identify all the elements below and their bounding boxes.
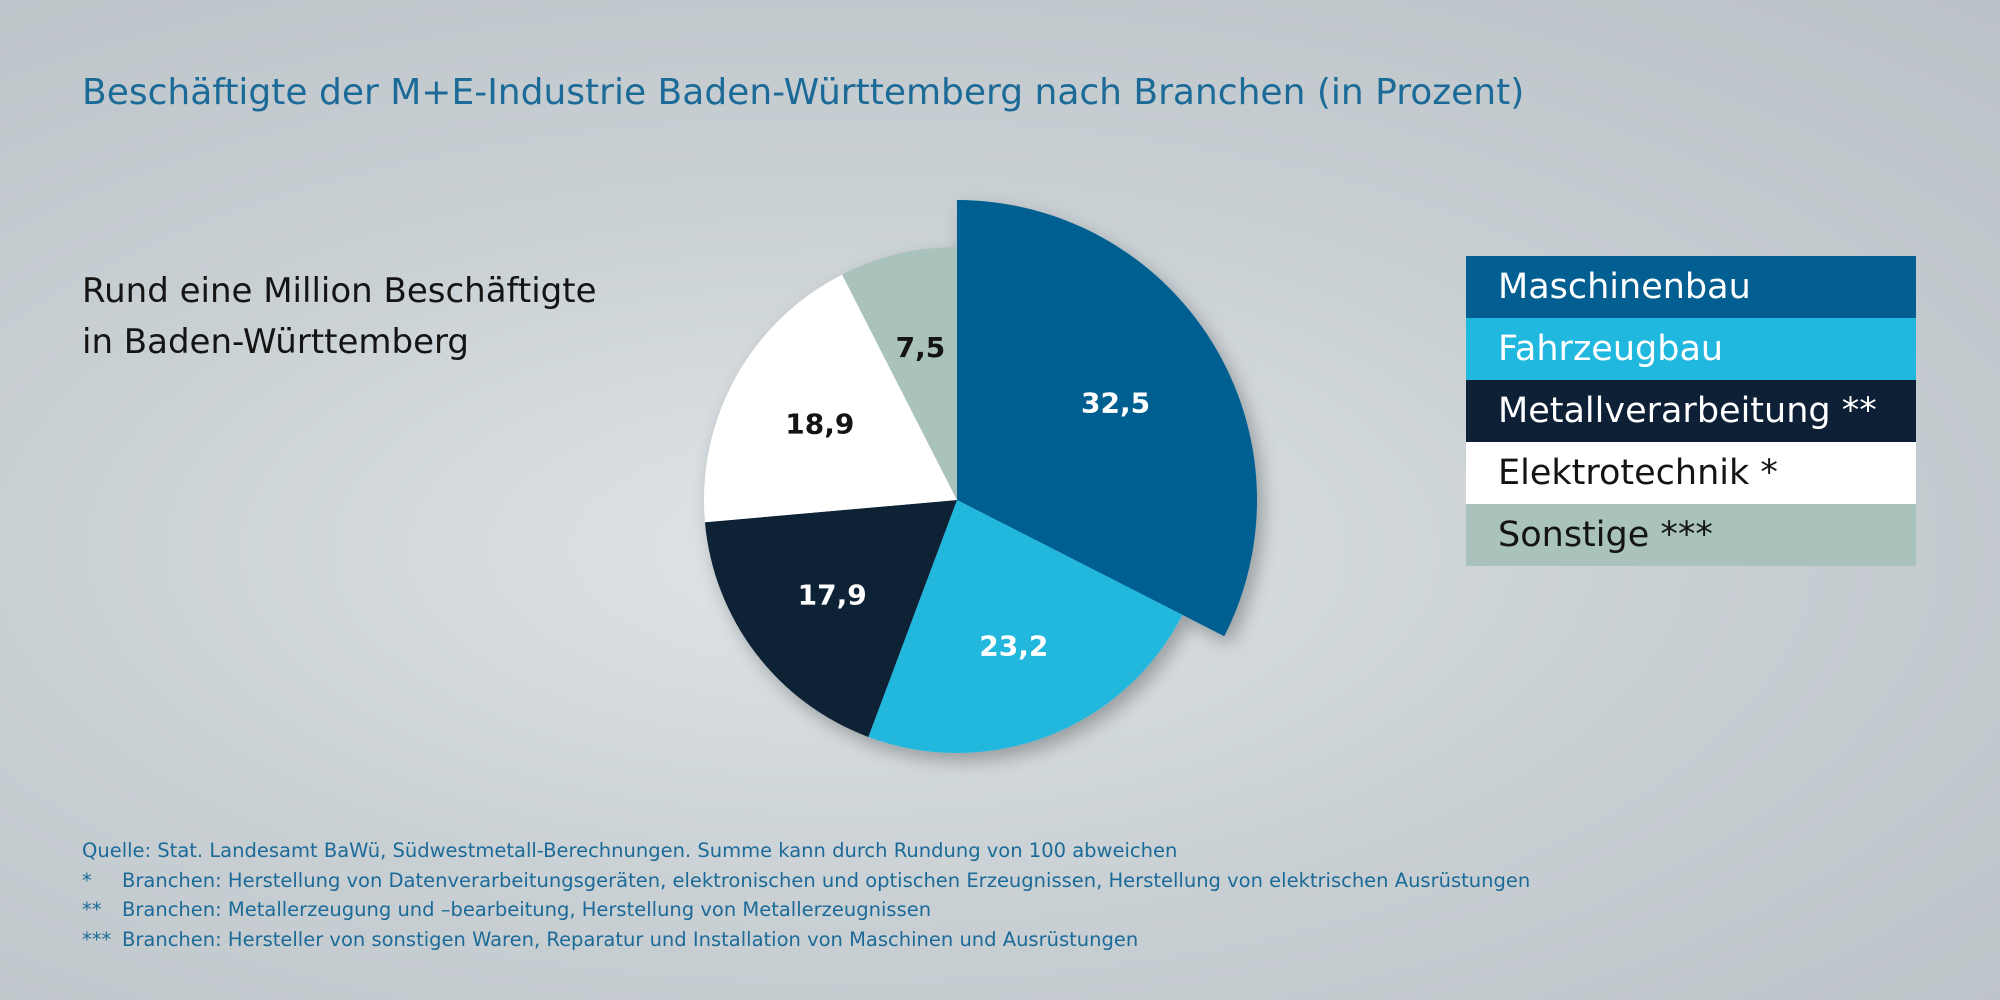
- footnote-3-mark: ***: [82, 927, 112, 951]
- pie-label-sonstige: 7,5: [896, 331, 946, 364]
- subtitle-line-1: Rund eine Million Beschäftigte: [82, 271, 597, 311]
- source-note: Quelle: Stat. Landesamt BaWü, Südwestmet…: [82, 836, 1530, 866]
- legend-item-sonstige: Sonstige ***: [1466, 504, 1916, 566]
- chart-subtitle: Rund eine Million Beschäftigte in Baden-…: [82, 266, 597, 368]
- pie-slice-fahrzeugbau: [868, 500, 1183, 754]
- pie-slice-elektrotechnik: [704, 274, 957, 523]
- pie-slice-maschinenbau: [957, 200, 1257, 637]
- subtitle-line-2: in Baden-Württemberg: [82, 322, 469, 362]
- legend-item-metallverarbeitung: Metallverarbeitung **: [1466, 380, 1916, 442]
- footnote-2-text: Branchen: Metallerzeugung und –bearbeitu…: [122, 898, 932, 921]
- footnote-1-text: Branchen: Herstellung von Datenverarbeit…: [122, 868, 1531, 892]
- footnote-3-text: Branchen: Hersteller von sonstigen Waren…: [122, 927, 1139, 951]
- legend-item-elektrotechnik: Elektrotechnik *: [1466, 442, 1916, 504]
- legend: Maschinenbau Fahrzeugbau Metallverarbeit…: [1466, 256, 1916, 566]
- legend-item-fahrzeugbau: Fahrzeugbau: [1466, 318, 1916, 380]
- pie-label-fahrzeugbau: 23,2: [979, 630, 1048, 663]
- footnote-2: ** Branchen: Metallerzeugung und –bearbe…: [82, 895, 1530, 925]
- pie-slice-sonstige: [842, 247, 957, 500]
- pie-label-maschinenbau: 32,5: [1081, 386, 1150, 419]
- footnotes: Quelle: Stat. Landesamt BaWü, Südwestmet…: [82, 836, 1530, 954]
- source-note-text: Quelle: Stat. Landesamt BaWü, Südwestmet…: [82, 839, 1178, 862]
- pie-label-metallverarbeitung: 17,9: [798, 579, 867, 612]
- pie-label-elektrotechnik: 18,9: [785, 408, 854, 441]
- footnote-3: *** Branchen: Hersteller von sonstigen W…: [82, 925, 1530, 955]
- footnote-2-mark: **: [82, 898, 102, 921]
- pie-slice-metallverarbeitung: [704, 500, 957, 737]
- chart-title: Beschäftigte der M+E-Industrie Baden-Wür…: [82, 72, 1525, 113]
- footnote-1-mark: *: [82, 868, 92, 892]
- footnote-1: * Branchen: Herstellung von Datenverarbe…: [82, 866, 1530, 896]
- legend-item-maschinenbau: Maschinenbau: [1466, 256, 1916, 318]
